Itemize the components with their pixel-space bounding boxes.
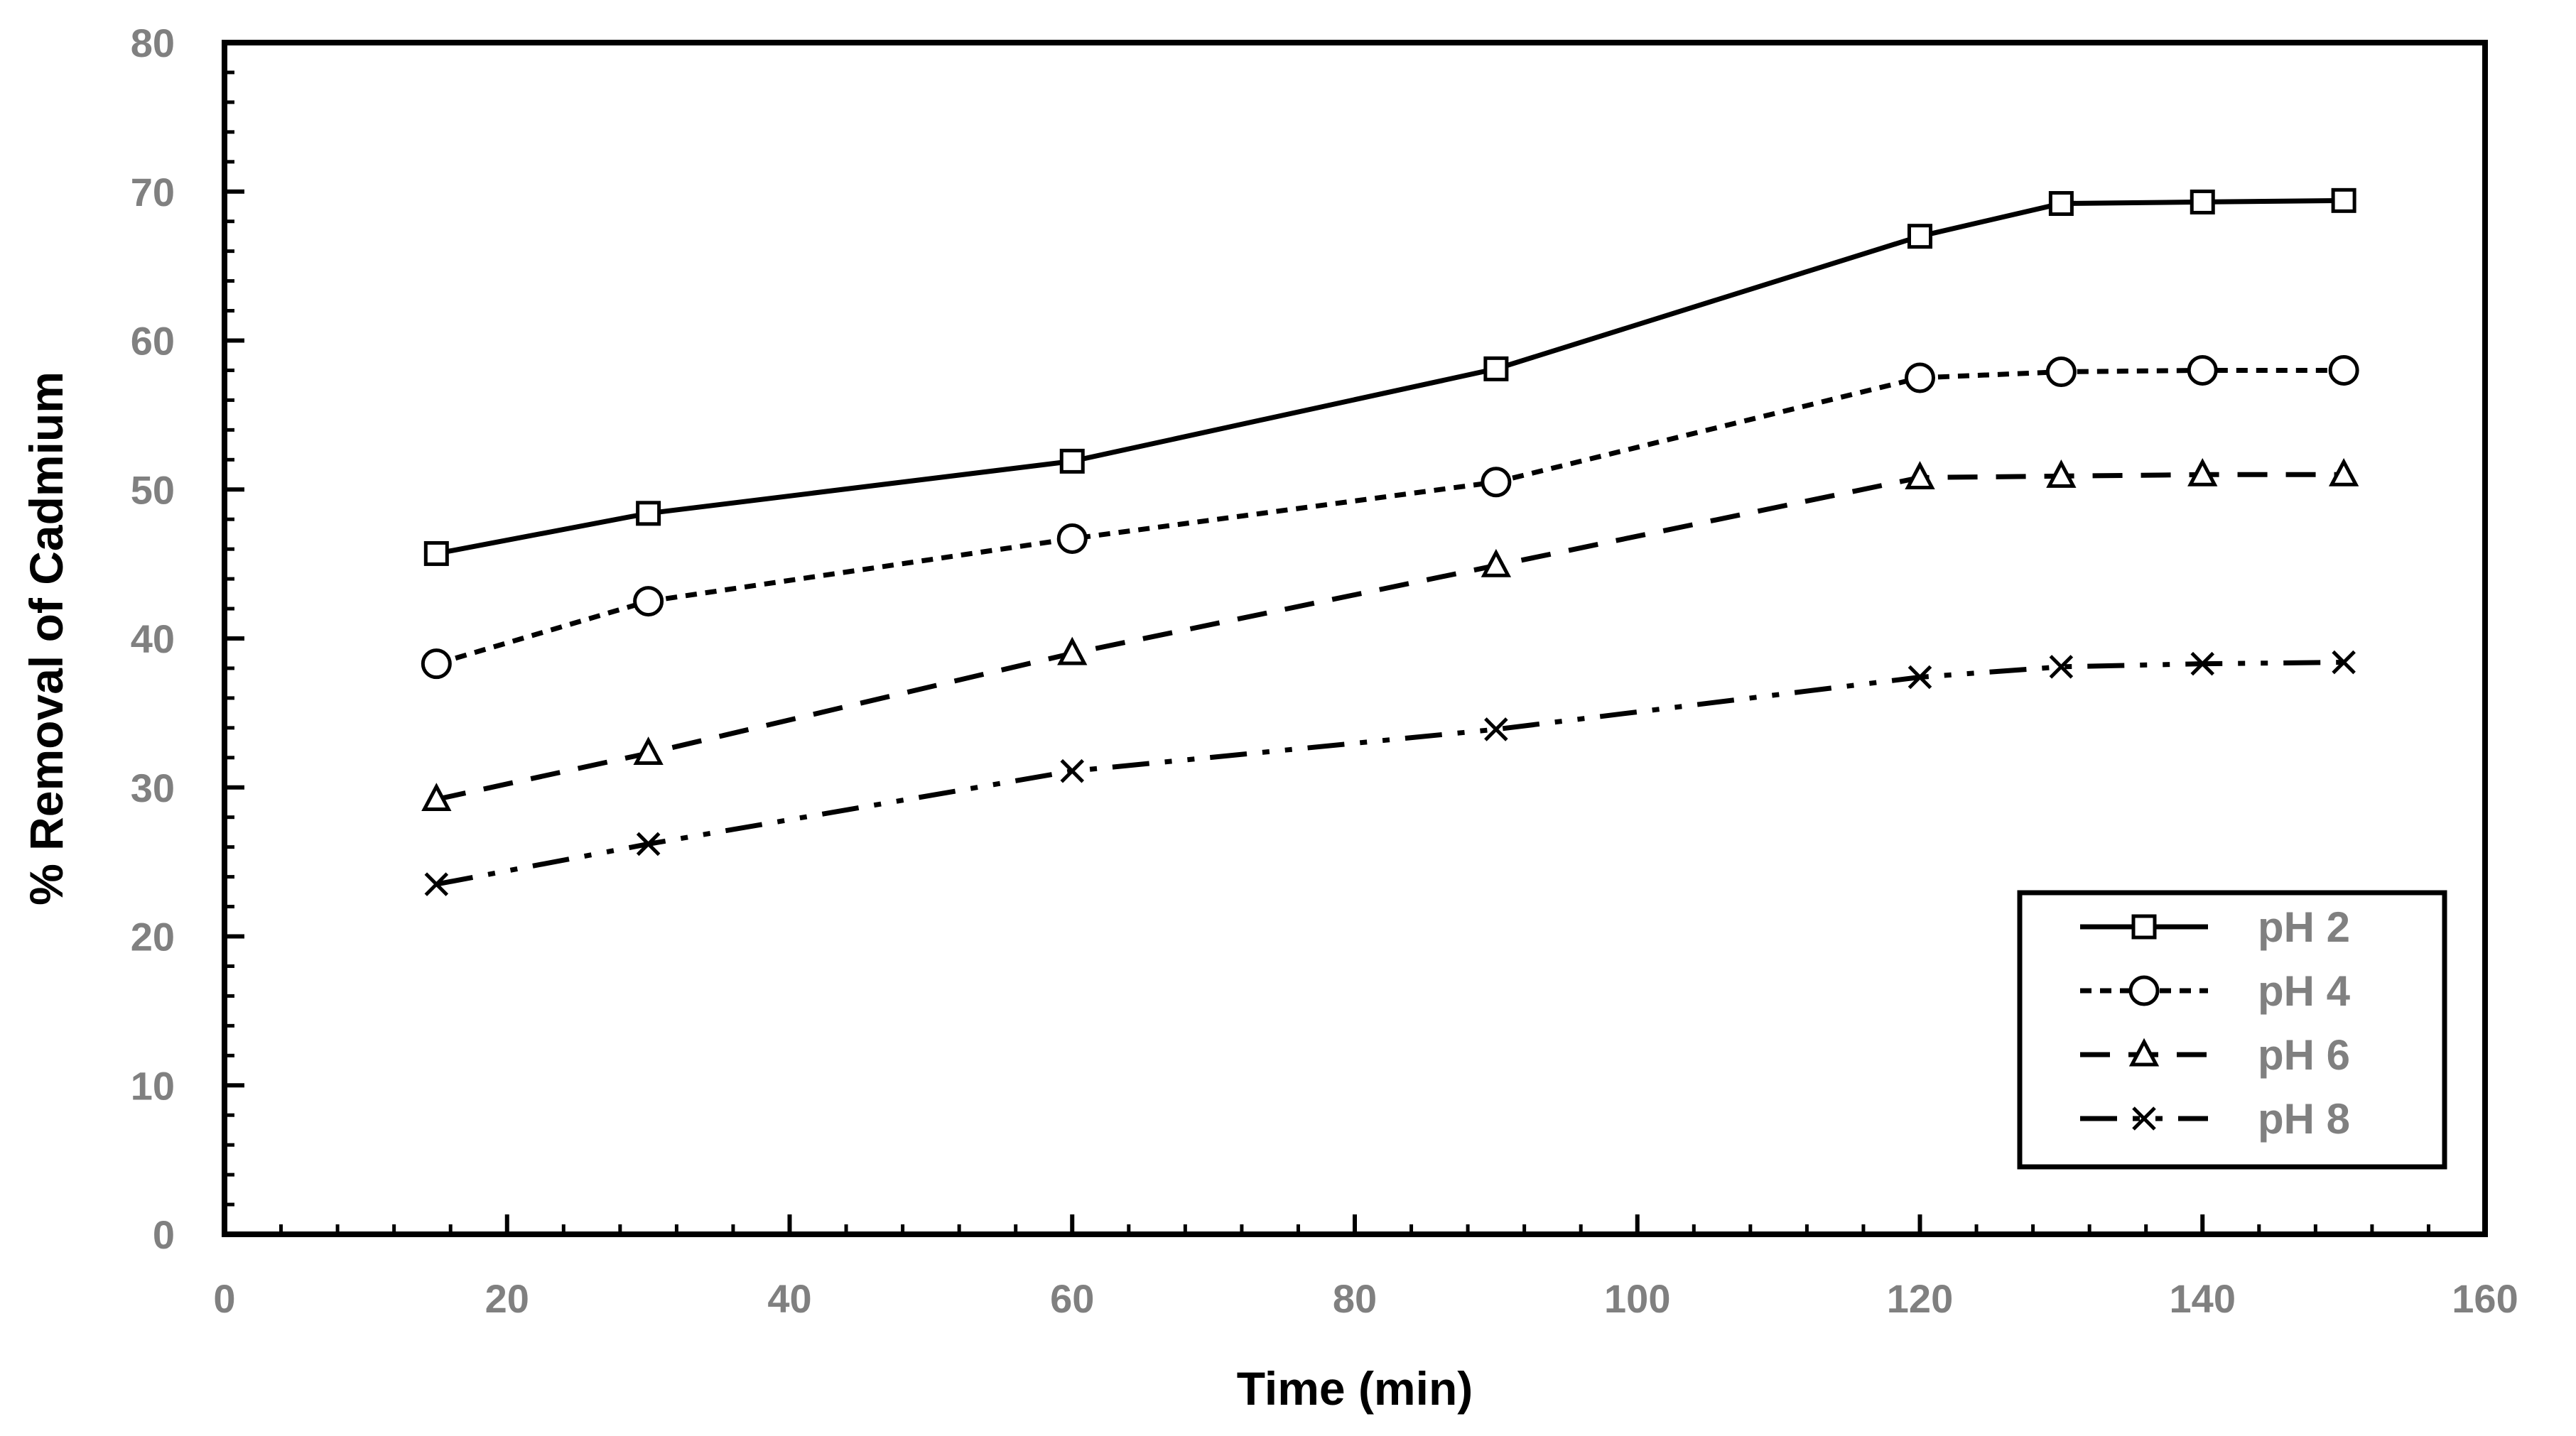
legend-box	[2017, 890, 2447, 1170]
data-point	[2049, 655, 2074, 679]
legend-marker	[2128, 1038, 2160, 1067]
y-tick-label: 50	[131, 467, 175, 512]
data-point	[1481, 467, 1512, 498]
legend-item: pH 6	[2080, 1031, 2350, 1079]
series-ph-2	[423, 187, 2356, 566]
legend: pH 2 pH 4 pH 6 pH 8	[2017, 890, 2447, 1170]
x-axis-ticks: 0 20 40 60 80 100 120 140 160	[213, 1214, 2518, 1321]
data-point	[1484, 717, 1508, 741]
series-ph-4	[421, 354, 2359, 680]
data-point	[1056, 523, 1088, 554]
y-tick-label: 70	[131, 170, 175, 214]
data-point	[2190, 651, 2215, 676]
y-tick-label: 0	[153, 1212, 175, 1257]
y-tick-label: 30	[131, 766, 175, 810]
legend-label: pH 6	[2258, 1031, 2350, 1079]
data-point	[1059, 448, 1085, 474]
data-point	[1907, 224, 1932, 249]
legend-item: pH 4	[2080, 967, 2351, 1015]
y-axis-title: % Removal of Cadmium	[20, 371, 72, 905]
data-point	[633, 736, 664, 766]
x-tick-label: 160	[2452, 1276, 2518, 1321]
legend-item: pH 8	[2080, 1095, 2350, 1143]
data-point	[636, 832, 661, 856]
x-tick-label: 140	[2170, 1276, 2236, 1321]
series-line	[435, 660, 2344, 887]
data-point	[2045, 357, 2077, 388]
series-line	[435, 472, 2344, 802]
data-point	[2048, 191, 2074, 217]
data-point	[2328, 354, 2359, 386]
series-ph-8	[424, 650, 2356, 896]
data-point	[2328, 457, 2359, 486]
y-tick-label: 20	[131, 915, 175, 959]
x-tick-label: 120	[1887, 1276, 1953, 1321]
x-axis-title: Time (min)	[1237, 1362, 1473, 1415]
x-tick-label: 100	[1604, 1276, 1670, 1321]
plot-area-frame	[222, 40, 2488, 1237]
data-point	[2332, 650, 2356, 675]
x-tick-label: 40	[767, 1276, 811, 1321]
data-point	[1905, 362, 1935, 393]
series-ph-6	[421, 457, 2359, 812]
series-line	[435, 367, 2344, 667]
data-point	[1060, 758, 1085, 783]
legend-marker	[2131, 914, 2157, 940]
data-point	[633, 586, 664, 617]
y-tick-label: 80	[131, 21, 175, 65]
legend-label: pH 2	[2258, 903, 2350, 951]
x-tick-label: 0	[213, 1276, 235, 1321]
data-point	[2187, 457, 2218, 486]
legend-label: pH 4	[2258, 967, 2351, 1015]
data-point	[421, 783, 452, 812]
data-point	[2331, 187, 2356, 213]
y-axis-ticks: 0 10 20 30 40 50 60 70 80	[131, 21, 244, 1257]
y-tick-label: 40	[131, 616, 175, 661]
data-point	[2046, 459, 2077, 488]
data-point	[1907, 665, 1932, 690]
data-point	[2190, 189, 2215, 214]
data-point	[423, 540, 449, 566]
x-tick-label: 60	[1050, 1276, 1094, 1321]
data-point	[1057, 636, 1088, 665]
data-point	[1481, 548, 1512, 577]
series-line	[435, 197, 2344, 556]
y-tick-label: 60	[131, 319, 175, 364]
legend-label: pH 8	[2258, 1095, 2350, 1143]
legend-marker	[2132, 1106, 2156, 1131]
data-point	[1905, 461, 1935, 489]
y-tick-label: 10	[131, 1063, 175, 1108]
legend-marker	[2128, 975, 2160, 1006]
data-point	[421, 648, 452, 680]
x-tick-label: 80	[1333, 1276, 1377, 1321]
series-layer	[421, 187, 2359, 896]
data-point	[636, 501, 661, 526]
x-tick-label: 20	[485, 1276, 529, 1321]
data-point	[2187, 354, 2218, 386]
legend-item: pH 2	[2080, 903, 2350, 951]
data-point	[1483, 356, 1509, 381]
data-point	[424, 872, 449, 896]
